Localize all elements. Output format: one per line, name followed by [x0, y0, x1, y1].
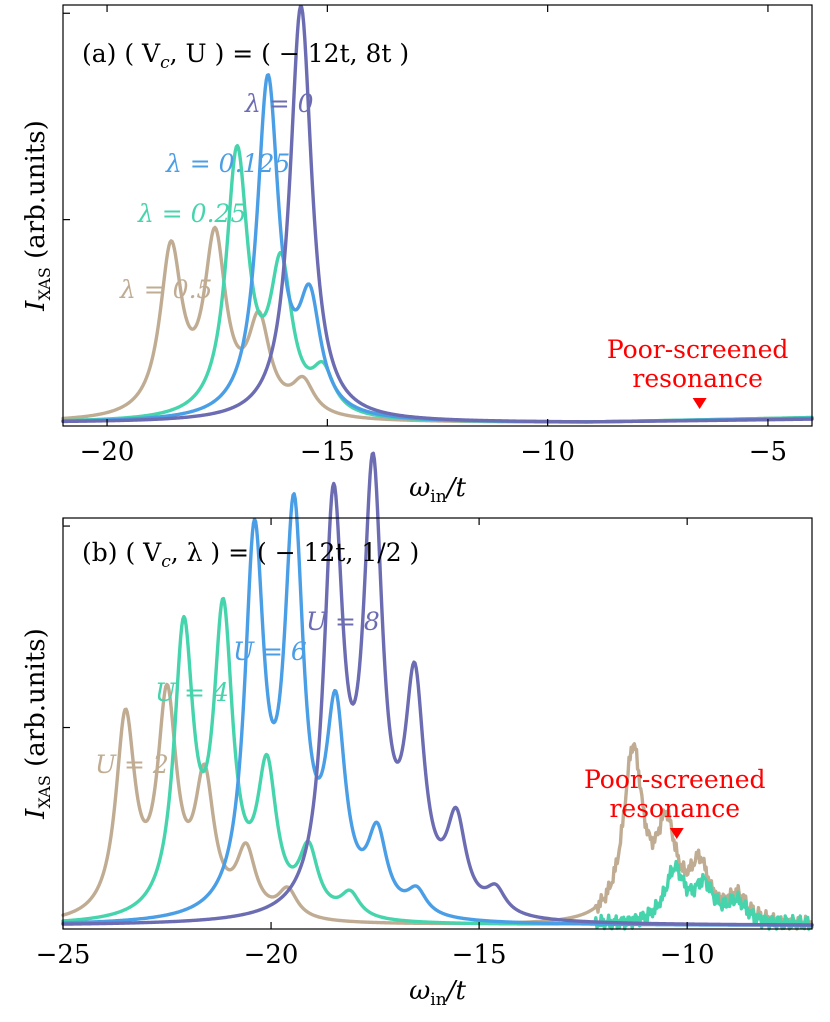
panel-title: (a) ( Vc, U ) = ( − 12t, 8t ): [82, 39, 409, 73]
y-axis-label: IXAS (arb.units): [21, 628, 54, 820]
x-tick-label: −5: [749, 437, 787, 467]
x-tick-label: −20: [244, 940, 299, 970]
x-axis-label: ωin/t: [409, 976, 466, 1010]
series-line--0: [61, 4, 814, 424]
annotation-line2: resonance: [609, 794, 740, 823]
series-label-u-8: U = 8: [306, 607, 380, 636]
x-tick-label: −15: [452, 940, 507, 970]
y-axis-label: IXAS (arb.units): [21, 120, 54, 312]
series-label--0-25: λ = 0.25: [137, 199, 246, 228]
annotation-line2: resonance: [632, 364, 763, 393]
series-label-u-4: U = 4: [155, 678, 229, 707]
annotation-arrow-icon: [669, 828, 684, 839]
x-tick-label: −20: [80, 437, 135, 467]
series-label--0: λ = 0: [244, 89, 314, 118]
x-tick-label: −10: [520, 437, 575, 467]
series-label--0-5: λ = 0.5: [119, 275, 212, 304]
series-line-u-4: [61, 596, 814, 931]
panel-title: (b) ( Vc, λ ) = ( − 12t, 1/2 ): [82, 538, 419, 572]
series-label--0-125: λ = 0.125: [165, 149, 290, 178]
x-axis-label: ωin/t: [409, 473, 466, 507]
annotation-line1: Poor-screened: [584, 765, 766, 794]
x-tick-label: −10: [660, 940, 715, 970]
panel-a: −20 −15 −10 −5 ωin/t IXAS (arb.units) (a) ( Vc…: [21, 4, 814, 507]
plot-frame: [62, 517, 813, 930]
series-label-u-6: U = 6: [233, 637, 307, 666]
plot-frame: [62, 4, 813, 427]
annotation-arrow-icon: [692, 398, 707, 409]
series-label-u-2: U = 2: [95, 750, 169, 779]
annotation-line1: Poor-screened: [607, 335, 789, 364]
panel-b: −25 −20 −15 −10 ωin/t IXAS (arb.units) (b) ( V…: [21, 451, 814, 1010]
x-tick-label: −15: [300, 437, 355, 467]
x-tick-label: −25: [36, 940, 91, 970]
